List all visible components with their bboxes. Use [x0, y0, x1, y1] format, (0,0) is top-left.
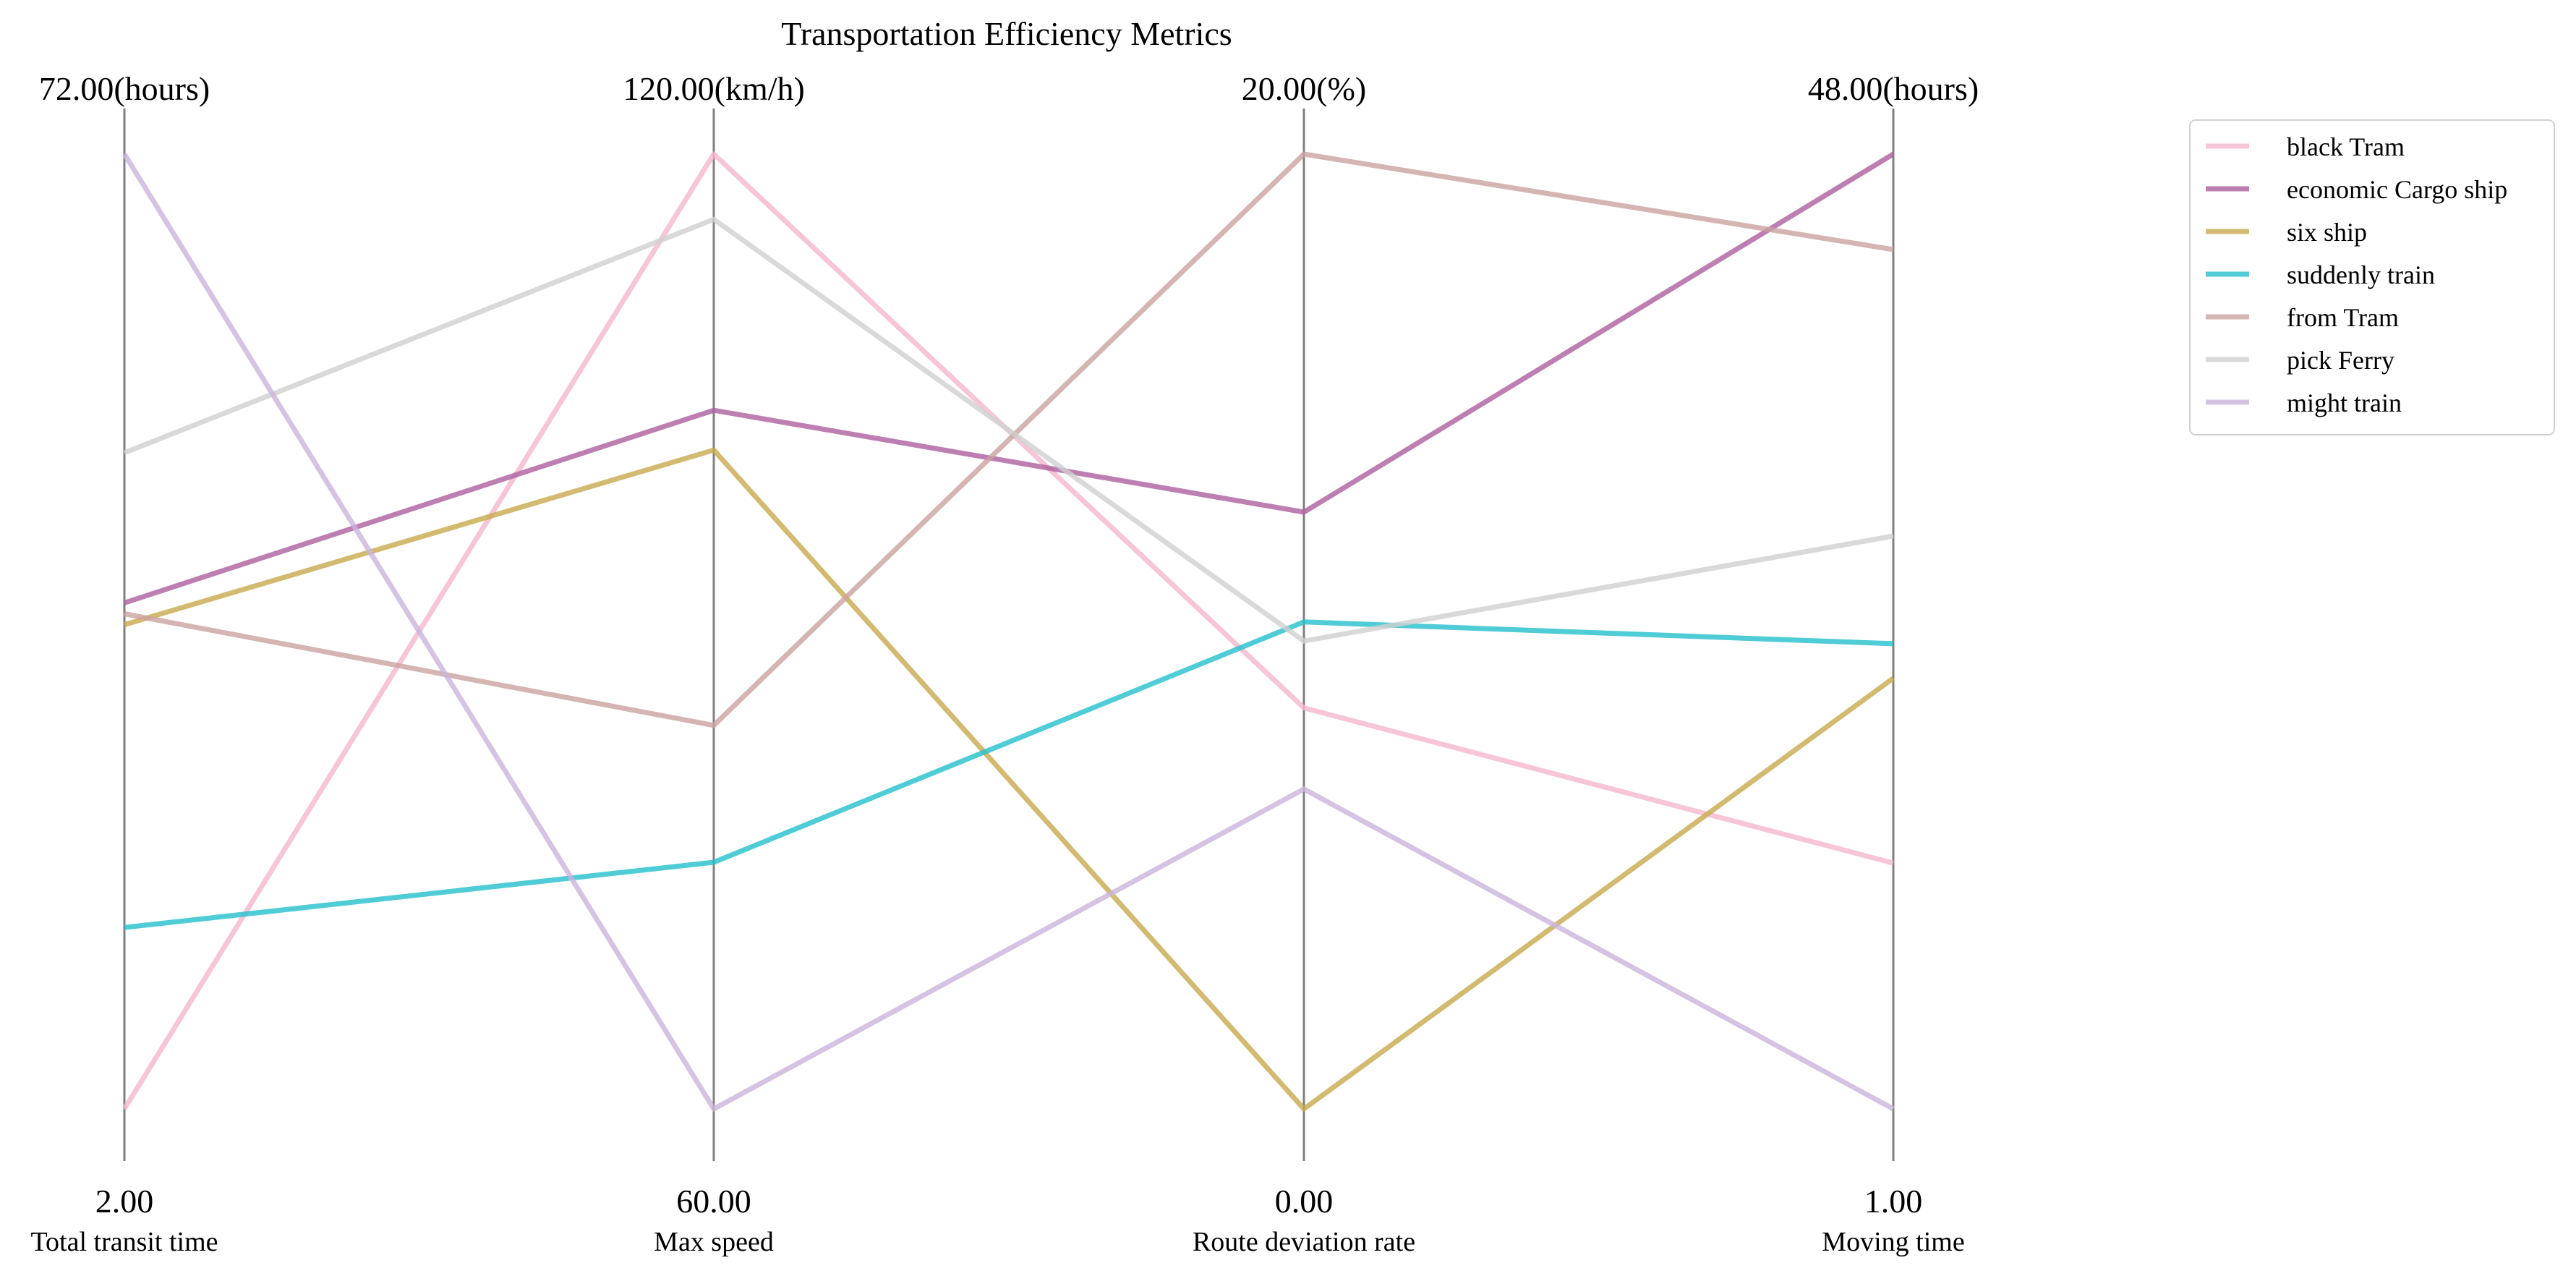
legend-label-black-tram: black Tram — [2287, 132, 2405, 161]
axis-max-label-route-deviation-rate: 20.00(%) — [1242, 70, 1366, 107]
series-line-might-train — [122, 153, 1895, 1112]
series-line-economic-cargo-ship — [123, 152, 1895, 605]
axis-name-max-speed: Max speed — [654, 1227, 774, 1257]
axis-max-label-max-speed: 120.00(km/h) — [623, 70, 805, 107]
axis-max-label-total-transit-time: 72.00(hours) — [39, 70, 210, 107]
series-line-from-tram — [124, 151, 1894, 728]
axis-name-moving-time: Moving time — [1822, 1227, 1964, 1257]
axis-name-total-transit-time: Total transit time — [30, 1227, 218, 1257]
legend-label-economic-cargo-ship: economic Cargo ship — [2287, 175, 2507, 204]
legend: black Tram economic Cargo ship six ship sud… — [2189, 119, 2555, 435]
series-line-pick-ferry — [123, 216, 1894, 644]
legend-label-suddenly-train: suddenly train — [2287, 260, 2435, 289]
axis-min-label-route-deviation-rate: 0.00 — [1275, 1183, 1334, 1220]
legend-label-might-train: might train — [2287, 388, 2402, 417]
legend-label-six-ship: six ship — [2287, 218, 2367, 247]
legend-label-pick-ferry: pick Ferry — [2287, 346, 2394, 375]
series-line-six-ship — [124, 447, 1895, 1112]
axis-min-label-max-speed: 60.00 — [676, 1183, 751, 1220]
axis-min-label-moving-time: 1.00 — [1864, 1183, 1923, 1220]
axis-min-label-total-transit-time: 2.00 — [95, 1183, 154, 1220]
legend-label-from-tram: from Tram — [2287, 303, 2399, 332]
axis-name-route-deviation-rate: Route deviation rate — [1193, 1227, 1415, 1257]
chart-title: Transportation Efficiency Metrics — [781, 15, 1232, 52]
axis-max-label-moving-time: 48.00(hours) — [1808, 70, 1979, 107]
series-lines — [122, 151, 1895, 1112]
legend-frame — [2189, 119, 2555, 435]
axes-layer: 72.00(hours) 2.00 Total transit time 120.00… — [30, 70, 1979, 1257]
series-line-suddenly-train — [124, 619, 1894, 930]
